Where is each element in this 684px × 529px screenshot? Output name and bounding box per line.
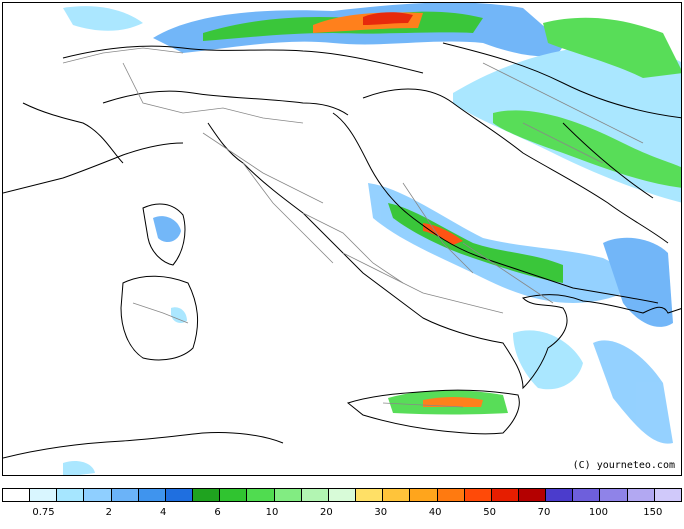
region-borders	[62, 47, 644, 408]
legend-tick-label: 150	[643, 507, 663, 518]
africa-coastline	[3, 432, 284, 459]
po-valley-north	[102, 90, 349, 116]
legend-tick-label: 40	[428, 507, 442, 518]
sicily-coastline	[346, 389, 520, 435]
corsica-coastline	[142, 203, 186, 266]
country-borders	[22, 42, 681, 199]
italy-east-coast	[332, 112, 659, 304]
legend-swatch	[193, 489, 221, 501]
legend-swatch	[464, 489, 492, 501]
legend-tick-labels: 0.75 2 4 6 10 20 30 40 50 70 100 150	[0, 507, 680, 521]
rain-calabria	[513, 330, 583, 390]
legend-swatch	[546, 489, 574, 501]
legend-swatch	[220, 489, 248, 501]
legend-swatch	[301, 489, 329, 501]
rain-central	[368, 183, 643, 303]
balkan-coastline	[362, 88, 669, 244]
legend-swatch	[165, 489, 194, 501]
precipitation-map: (C) yourneteo.com	[2, 2, 682, 476]
legend-tick-label: 0.75	[32, 507, 55, 518]
rain-band-north-extreme	[363, 12, 413, 25]
legend-tick-label: 70	[537, 507, 551, 518]
legend-swatch	[84, 489, 112, 501]
legend-tick-label: 10	[265, 507, 279, 518]
rain-balkan-ne	[543, 17, 681, 78]
legend-tick-label: 30	[374, 507, 388, 518]
legend-tick-label: 20	[320, 507, 333, 518]
legend-swatch	[573, 489, 601, 501]
precipitation-layer	[63, 3, 681, 475]
sardinia-coastline	[120, 275, 198, 361]
france-coastline	[3, 142, 184, 194]
rain-sicily-core	[423, 397, 483, 407]
legend-swatch	[247, 489, 275, 501]
rain-adriatic-south	[603, 237, 673, 327]
legend-swatch	[356, 489, 384, 501]
legend-swatch	[383, 489, 411, 501]
rain-ionian	[593, 340, 673, 444]
legend-swatch	[600, 489, 628, 501]
legend-swatch	[3, 489, 31, 501]
rain-corsica	[153, 216, 181, 243]
rain-sardinia	[171, 307, 187, 323]
rain-nw	[63, 6, 143, 31]
legend-tick-label: 4	[160, 507, 167, 518]
legend-swatch	[111, 489, 139, 501]
legend-swatch	[57, 489, 85, 501]
rain-tunisia	[63, 461, 95, 475]
legend-swatch	[274, 489, 302, 501]
legend-tick-label: 6	[214, 507, 221, 518]
legend-swatch	[328, 489, 357, 501]
rain-balkan-green	[493, 110, 681, 188]
precipitation-legend	[2, 488, 682, 504]
legend-swatch	[437, 489, 465, 501]
legend-swatch	[410, 489, 438, 501]
legend-swatch	[654, 489, 681, 501]
legend-swatch	[518, 489, 547, 501]
legend-tick-label: 100	[588, 507, 608, 518]
borders-layer	[3, 42, 681, 459]
legend-swatch	[627, 489, 655, 501]
legend-swatch	[491, 489, 519, 501]
legend-swatch	[138, 489, 166, 501]
legend-swatch	[30, 489, 58, 501]
legend-color-bar	[2, 488, 682, 502]
map-canvas	[3, 3, 681, 475]
copyright-notice: (C) yourneteo.com	[572, 460, 675, 471]
legend-tick-label: 2	[105, 507, 112, 518]
rain-central-green	[388, 203, 563, 283]
legend-tick-label: 50	[483, 507, 496, 518]
